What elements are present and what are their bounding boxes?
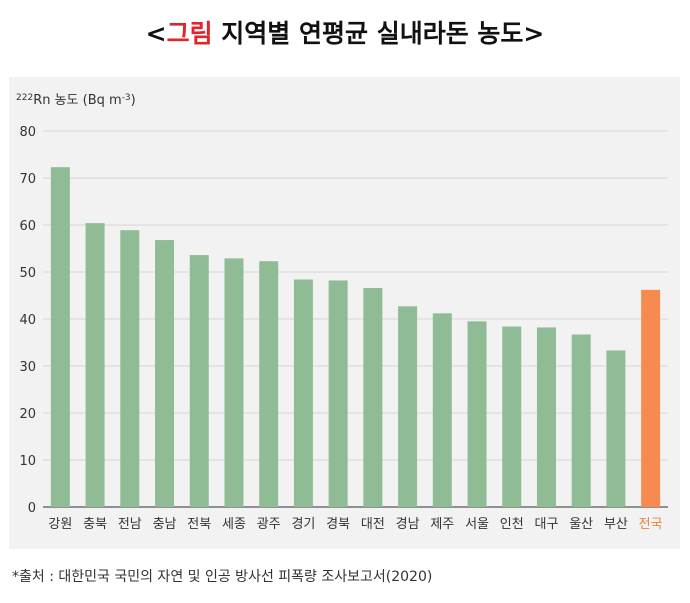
chart-title: <그림 지역별 연평균 실내라돈 농도> xyxy=(0,14,690,50)
bar-11 xyxy=(398,306,418,507)
y-tick-labels: 0 10 20 30 40 50 60 70 80 xyxy=(19,125,36,516)
x-tick-label: 대구 xyxy=(535,517,559,532)
x-tick-label: 충북 xyxy=(83,517,107,532)
y-axis-label-superscript: 222 xyxy=(16,93,33,103)
bar-8 xyxy=(293,279,313,507)
x-tick-label: 세종 xyxy=(222,517,246,532)
bar-14 xyxy=(502,326,522,507)
bar-16 xyxy=(571,334,591,507)
title-accent: 그림 xyxy=(166,19,213,48)
bar-12 xyxy=(432,313,452,507)
bars xyxy=(50,167,661,508)
bar-10 xyxy=(363,287,383,507)
bar-3 xyxy=(120,230,140,508)
bar-18 xyxy=(641,289,661,507)
x-tick-label: 서울 xyxy=(465,517,489,532)
bar-9 xyxy=(328,280,348,507)
bar-1 xyxy=(50,167,70,507)
bar-7 xyxy=(259,261,279,507)
bar-6 xyxy=(224,258,244,507)
x-tick-label: 경북 xyxy=(326,517,350,532)
y-tick-label: 40 xyxy=(19,313,36,328)
y-tick-label: 0 xyxy=(28,501,36,516)
bar-2 xyxy=(85,223,105,507)
y-tick-label: 80 xyxy=(19,125,36,140)
x-tick-label: 강원 xyxy=(48,517,72,532)
bar-5 xyxy=(189,255,209,507)
source-note: *출처 : 대한민국 국민의 자연 및 인공 방사선 피폭량 조사보고서(202… xyxy=(12,569,433,585)
title-close-bracket: > xyxy=(523,19,545,48)
y-tick-label: 60 xyxy=(19,219,36,234)
x-tick-label: 광주 xyxy=(257,517,281,532)
y-tick-label: 70 xyxy=(19,172,36,187)
y-tick-label: 20 xyxy=(19,407,36,422)
y-tick-label: 50 xyxy=(19,266,36,281)
x-tick-label: 대전 xyxy=(361,517,385,532)
x-tick-labels: 강원 충북 전남 충남 전북 세종 광주 경기 경북 대전 경남 제주 서울 인천 대구 울산 부산 전국 xyxy=(48,517,662,532)
x-tick-label: 경기 xyxy=(291,517,315,532)
y-axis-label-close: ) xyxy=(131,93,136,108)
x-tick-label: 울산 xyxy=(569,517,593,532)
bar-15 xyxy=(536,327,556,507)
y-tick-label: 10 xyxy=(19,454,36,469)
title-text: 지역별 연평균 실내라돈 농도 xyxy=(212,19,524,48)
x-tick-label: 인천 xyxy=(500,517,524,532)
gridlines xyxy=(43,130,668,508)
y-axis-unit-superscript: -3 xyxy=(122,93,131,103)
x-tick-label: 경남 xyxy=(396,517,420,532)
x-tick-label: 전북 xyxy=(187,517,211,532)
x-tick-label: 충남 xyxy=(153,517,177,532)
y-axis-label-text: Rn 농도 (Bq m xyxy=(33,93,122,108)
y-tick-label: 30 xyxy=(19,360,36,375)
x-tick-label: 전남 xyxy=(118,517,142,532)
bar-17 xyxy=(606,350,626,507)
x-tick-label: 전국 xyxy=(639,517,663,532)
x-tick-label: 제주 xyxy=(430,517,454,532)
y-axis-label: 222Rn 농도 (Bq m-3) xyxy=(16,93,136,108)
bar-13 xyxy=(467,321,487,507)
title-open-bracket: < xyxy=(145,19,167,48)
bar-4 xyxy=(155,240,175,508)
x-tick-label: 부산 xyxy=(604,517,628,532)
